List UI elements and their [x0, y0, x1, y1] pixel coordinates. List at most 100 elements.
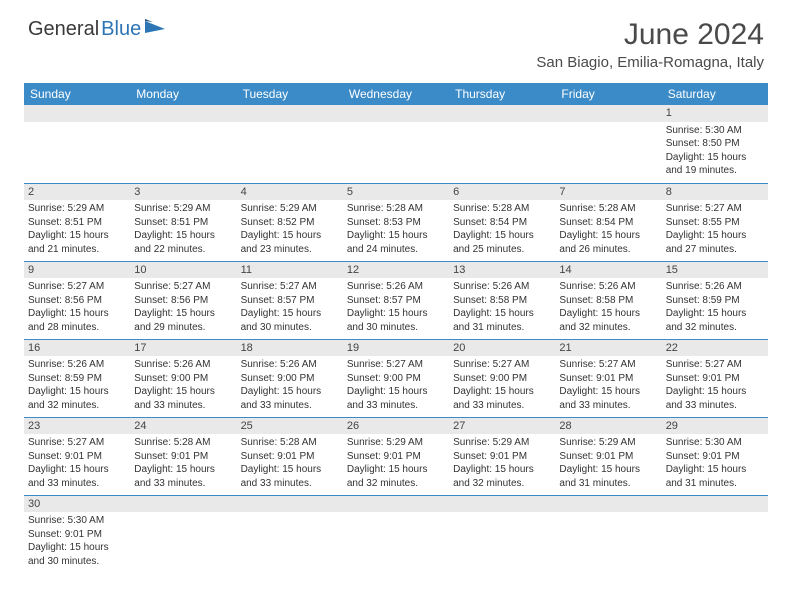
sunset-text: Sunset: 9:01 PM	[453, 450, 551, 464]
sunset-text: Sunset: 8:54 PM	[559, 216, 657, 230]
calendar-table: Sunday Monday Tuesday Wednesday Thursday…	[24, 83, 768, 573]
daylight-text: Daylight: 15 hours and 30 minutes.	[347, 307, 445, 334]
day-header: Thursday	[449, 83, 555, 105]
sunrise-text: Sunrise: 5:26 AM	[666, 280, 764, 294]
day-number	[237, 496, 343, 513]
day-number: 14	[555, 262, 661, 279]
sunrise-text: Sunrise: 5:29 AM	[559, 436, 657, 450]
location-text: San Biagio, Emilia-Romagna, Italy	[536, 54, 764, 71]
sunrise-text: Sunrise: 5:28 AM	[559, 202, 657, 216]
day-details: Sunrise: 5:26 AMSunset: 9:00 PMDaylight:…	[241, 358, 339, 412]
day-number: 24	[130, 418, 236, 435]
sunrise-text: Sunrise: 5:30 AM	[666, 436, 764, 450]
calendar-cell: 28Sunrise: 5:29 AMSunset: 9:01 PMDayligh…	[555, 417, 661, 495]
sunset-text: Sunset: 9:00 PM	[241, 372, 339, 386]
sunrise-text: Sunrise: 5:27 AM	[347, 358, 445, 372]
day-header: Monday	[130, 83, 236, 105]
logo-text-1: General	[28, 18, 99, 41]
title-block: June 2024 San Biagio, Emilia-Romagna, It…	[536, 18, 764, 71]
sunset-text: Sunset: 9:01 PM	[28, 450, 126, 464]
calendar-cell	[237, 105, 343, 183]
daylight-text: Daylight: 15 hours and 26 minutes.	[559, 229, 657, 256]
day-number: 29	[662, 418, 768, 435]
sunset-text: Sunset: 9:01 PM	[666, 450, 764, 464]
sunset-text: Sunset: 9:01 PM	[28, 528, 126, 542]
sunrise-text: Sunrise: 5:29 AM	[28, 202, 126, 216]
daylight-text: Daylight: 15 hours and 22 minutes.	[134, 229, 232, 256]
month-title: June 2024	[536, 18, 764, 52]
sunrise-text: Sunrise: 5:26 AM	[347, 280, 445, 294]
day-number	[449, 496, 555, 513]
day-number: 16	[24, 340, 130, 357]
day-details: Sunrise: 5:29 AMSunset: 9:01 PMDaylight:…	[453, 436, 551, 490]
daylight-text: Daylight: 15 hours and 23 minutes.	[241, 229, 339, 256]
sunrise-text: Sunrise: 5:29 AM	[453, 436, 551, 450]
day-details: Sunrise: 5:27 AMSunset: 8:56 PMDaylight:…	[28, 280, 126, 334]
day-number	[449, 105, 555, 122]
day-number: 30	[24, 496, 130, 513]
calendar-cell: 27Sunrise: 5:29 AMSunset: 9:01 PMDayligh…	[449, 417, 555, 495]
daylight-text: Daylight: 15 hours and 28 minutes.	[28, 307, 126, 334]
sunrise-text: Sunrise: 5:29 AM	[134, 202, 232, 216]
day-number: 3	[130, 184, 236, 201]
day-number: 26	[343, 418, 449, 435]
sunset-text: Sunset: 8:55 PM	[666, 216, 764, 230]
day-details: Sunrise: 5:29 AMSunset: 8:51 PMDaylight:…	[28, 202, 126, 256]
day-header: Saturday	[662, 83, 768, 105]
calendar-cell: 2Sunrise: 5:29 AMSunset: 8:51 PMDaylight…	[24, 183, 130, 261]
page-header: GeneralBlue June 2024 San Biagio, Emilia…	[0, 0, 792, 75]
calendar-cell: 19Sunrise: 5:27 AMSunset: 9:00 PMDayligh…	[343, 339, 449, 417]
sunrise-text: Sunrise: 5:27 AM	[666, 358, 764, 372]
day-number	[343, 105, 449, 122]
day-details: Sunrise: 5:26 AMSunset: 8:59 PMDaylight:…	[666, 280, 764, 334]
calendar-cell	[24, 105, 130, 183]
day-header: Wednesday	[343, 83, 449, 105]
sunrise-text: Sunrise: 5:27 AM	[28, 280, 126, 294]
sunset-text: Sunset: 9:00 PM	[134, 372, 232, 386]
sunset-text: Sunset: 9:01 PM	[347, 450, 445, 464]
sunrise-text: Sunrise: 5:27 AM	[134, 280, 232, 294]
day-number: 28	[555, 418, 661, 435]
calendar-cell: 3Sunrise: 5:29 AMSunset: 8:51 PMDaylight…	[130, 183, 236, 261]
calendar-cell	[662, 495, 768, 573]
daylight-text: Daylight: 15 hours and 33 minutes.	[559, 385, 657, 412]
calendar-cell	[130, 495, 236, 573]
day-number: 8	[662, 184, 768, 201]
calendar-cell	[449, 105, 555, 183]
logo: GeneralBlue	[28, 18, 167, 41]
sunrise-text: Sunrise: 5:28 AM	[241, 436, 339, 450]
daylight-text: Daylight: 15 hours and 27 minutes.	[666, 229, 764, 256]
sunrise-text: Sunrise: 5:30 AM	[666, 124, 764, 138]
day-number: 19	[343, 340, 449, 357]
day-number: 9	[24, 262, 130, 279]
daylight-text: Daylight: 15 hours and 33 minutes.	[666, 385, 764, 412]
day-number	[555, 496, 661, 513]
calendar-cell: 15Sunrise: 5:26 AMSunset: 8:59 PMDayligh…	[662, 261, 768, 339]
calendar-week-row: 23Sunrise: 5:27 AMSunset: 9:01 PMDayligh…	[24, 417, 768, 495]
sunrise-text: Sunrise: 5:27 AM	[28, 436, 126, 450]
sunset-text: Sunset: 8:57 PM	[347, 294, 445, 308]
daylight-text: Daylight: 15 hours and 33 minutes.	[241, 463, 339, 490]
sunset-text: Sunset: 9:01 PM	[666, 372, 764, 386]
daylight-text: Daylight: 15 hours and 33 minutes.	[134, 463, 232, 490]
sunset-text: Sunset: 9:00 PM	[453, 372, 551, 386]
day-number: 15	[662, 262, 768, 279]
day-number	[130, 496, 236, 513]
day-number: 2	[24, 184, 130, 201]
sunset-text: Sunset: 8:53 PM	[347, 216, 445, 230]
day-number	[555, 105, 661, 122]
daylight-text: Daylight: 15 hours and 19 minutes.	[666, 151, 764, 178]
sunset-text: Sunset: 8:57 PM	[241, 294, 339, 308]
sunset-text: Sunset: 9:00 PM	[347, 372, 445, 386]
day-details: Sunrise: 5:28 AMSunset: 9:01 PMDaylight:…	[134, 436, 232, 490]
sunrise-text: Sunrise: 5:29 AM	[241, 202, 339, 216]
daylight-text: Daylight: 15 hours and 21 minutes.	[28, 229, 126, 256]
sunset-text: Sunset: 8:56 PM	[134, 294, 232, 308]
calendar-cell: 16Sunrise: 5:26 AMSunset: 8:59 PMDayligh…	[24, 339, 130, 417]
calendar-cell: 5Sunrise: 5:28 AMSunset: 8:53 PMDaylight…	[343, 183, 449, 261]
day-details: Sunrise: 5:26 AMSunset: 8:58 PMDaylight:…	[453, 280, 551, 334]
day-number: 5	[343, 184, 449, 201]
sunset-text: Sunset: 8:59 PM	[666, 294, 764, 308]
day-number	[24, 105, 130, 122]
calendar-cell	[555, 105, 661, 183]
